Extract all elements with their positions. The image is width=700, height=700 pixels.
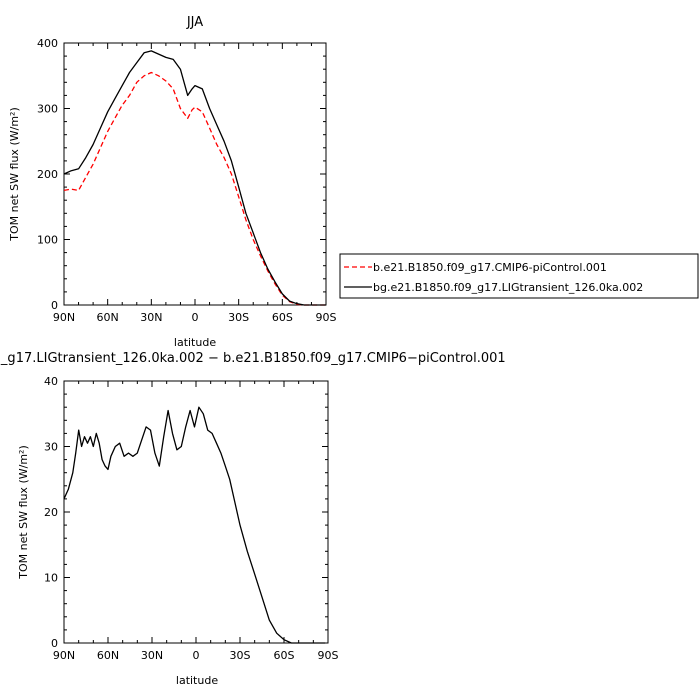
y-tick-label: 400 bbox=[37, 37, 58, 50]
x-tick-label: 90N bbox=[53, 311, 75, 324]
top-panel: JJA latitude TOM net SW flux (W/m²) 90N 6… bbox=[8, 15, 337, 349]
x-axis-label: latitude bbox=[174, 336, 216, 349]
series-group bbox=[63, 50, 326, 306]
x-tick-label: 90S bbox=[318, 649, 339, 662]
x-tick-label: 60S bbox=[272, 311, 293, 324]
x-tick-label: 90S bbox=[316, 311, 337, 324]
x-tick-label: 30S bbox=[228, 311, 249, 324]
plot-frame bbox=[63, 42, 327, 306]
y-tick-label: 0 bbox=[51, 299, 58, 312]
x-tick-label: 30N bbox=[140, 311, 162, 324]
y-tick-label: 200 bbox=[37, 168, 58, 181]
legend-label-series-2: bg.e21.B1850.f09_g17.LIGtransient_126.0k… bbox=[373, 281, 643, 294]
series-group bbox=[63, 406, 326, 644]
x-tick-label: 60N bbox=[97, 649, 119, 662]
x-tick-label: 60N bbox=[97, 311, 119, 324]
legend: b.e21.B1850.f09_g17.CMIP6-piControl.001 … bbox=[339, 253, 699, 299]
y-axis-label: TOM net SW flux (W/m²) bbox=[17, 445, 30, 579]
series-line-1 bbox=[63, 71, 326, 306]
bottom-panel: bg.e21.B1850.f09_g17.LIGtransient_126.0k… bbox=[0, 351, 506, 687]
axis-ticks: 90N 60N 30N 0 30S 60S 90S 0 100 200 300 400 bbox=[37, 37, 337, 324]
y-axis-label: TOM net SW flux (W/m²) bbox=[8, 107, 21, 241]
y-tick-label: 30 bbox=[44, 441, 58, 454]
y-tick-label: 0 bbox=[51, 637, 58, 650]
chart-title: JJA bbox=[186, 15, 203, 30]
x-tick-label: 0 bbox=[192, 311, 199, 324]
y-tick-label: 10 bbox=[44, 572, 58, 585]
x-tick-label: 90N bbox=[53, 649, 75, 662]
x-tick-label: 30S bbox=[230, 649, 251, 662]
axis-ticks: 90N 60N 30N 0 30S 60S 90S 0 10 20 30 40 bbox=[44, 375, 339, 662]
x-axis-label: latitude bbox=[176, 674, 218, 687]
series-line-2 bbox=[63, 50, 326, 306]
legend-label-series-1: b.e21.B1850.f09_g17.CMIP6-piControl.001 bbox=[373, 261, 607, 274]
x-tick-label: 60S bbox=[274, 649, 295, 662]
y-tick-label: 40 bbox=[44, 375, 58, 388]
series-line-1 bbox=[63, 406, 326, 644]
y-tick-label: 300 bbox=[37, 103, 58, 116]
x-tick-label: 0 bbox=[193, 649, 200, 662]
x-tick-label: 30N bbox=[141, 649, 163, 662]
y-tick-label: 100 bbox=[37, 234, 58, 247]
legend-box bbox=[339, 253, 699, 299]
chart-title: bg.e21.B1850.f09_g17.LIGtransient_126.0k… bbox=[0, 351, 506, 366]
y-tick-label: 20 bbox=[44, 506, 58, 519]
